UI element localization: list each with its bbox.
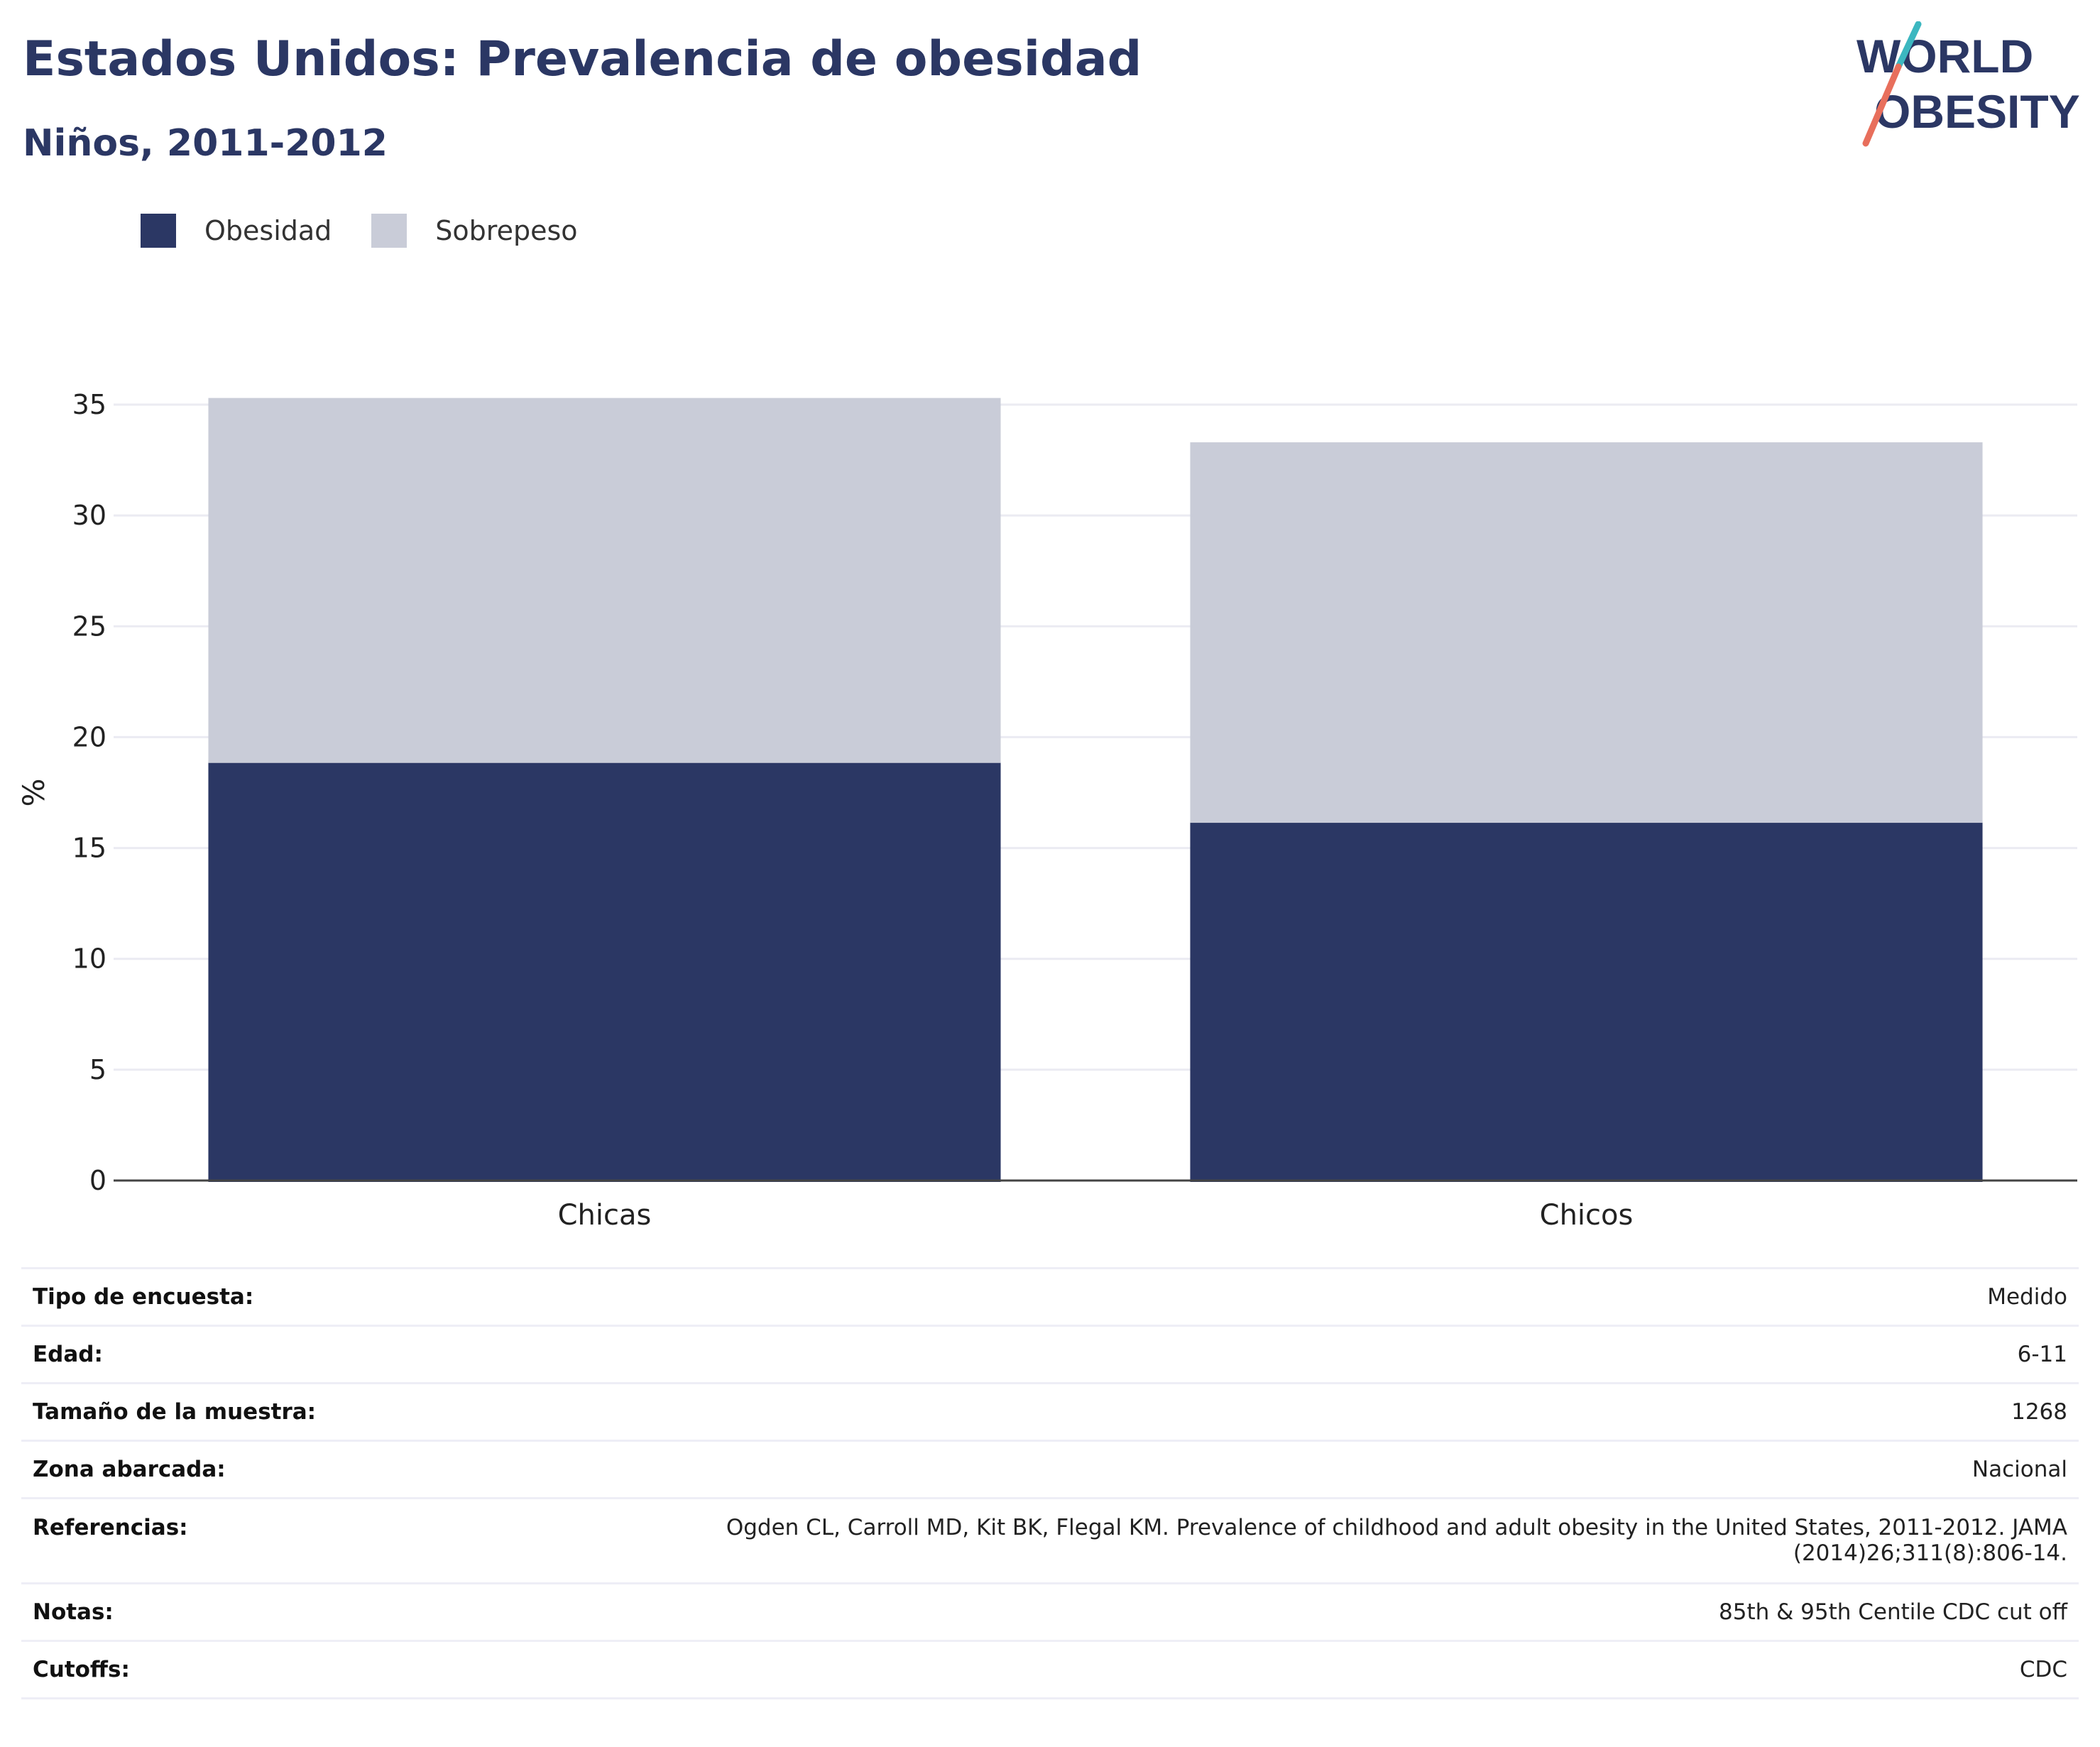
y-tick-label: 10	[72, 943, 106, 975]
bar-obesidad-chicos	[1190, 821, 1983, 1182]
y-tick-label: 5	[89, 1054, 106, 1085]
y-axis-label: %	[16, 779, 51, 807]
y-tick-label: 15	[72, 833, 106, 864]
legend-item-obesidad[interactable]: Obesidad	[141, 214, 332, 248]
bar-sobrepeso-chicas	[208, 398, 1001, 763]
meta-key: Zona abarcada:	[21, 1440, 399, 1499]
meta-row-zona: Zona abarcada: Nacional	[21, 1440, 2079, 1499]
legend-label-obesidad: Obesidad	[204, 215, 332, 246]
bar-obesidad-chicas	[208, 761, 1001, 1182]
meta-row-edad: Edad: 6-11	[21, 1325, 2079, 1384]
meta-key: Tamaño de la muestra:	[21, 1382, 399, 1442]
meta-row-notas: Notas: 85th & 95th Centile CDC cut off	[21, 1582, 2079, 1642]
bar-sobrepeso-chicos	[1190, 442, 1983, 823]
bar-chart: 0 5 10 15 20 25 30 35 Chicas Chicos%	[16, 389, 2077, 1232]
logo-line1: WORLD	[1856, 30, 2033, 82]
reference-line-2: (2014)26;311(8):806-14.	[1793, 1540, 2067, 1566]
meta-row-cutoffs: Cutoffs: CDC	[21, 1640, 2079, 1699]
logo-line2: OBESITY	[1874, 85, 2080, 138]
y-tick-label: 25	[72, 610, 106, 642]
legend-swatch-obesidad	[141, 214, 176, 248]
legend-label-sobrepeso: Sobrepeso	[435, 215, 578, 246]
meta-value: CDC	[398, 1640, 2079, 1699]
meta-value: 1268	[398, 1382, 2079, 1442]
meta-row-muestra: Tamaño de la muestra: 1268	[21, 1382, 2079, 1442]
x-tick-label: Chicas	[558, 1199, 652, 1232]
meta-row-tipo: Tipo de encuesta: Medido	[21, 1267, 2079, 1327]
y-tick-label: 30	[72, 500, 106, 531]
y-tick-label: 0	[89, 1165, 106, 1196]
meta-value: Medido	[398, 1267, 2079, 1327]
meta-key: Edad:	[21, 1325, 399, 1384]
meta-value: Ogden CL, Carroll MD, Kit BK, Flegal KM.…	[398, 1497, 2079, 1584]
legend-swatch-sobrepeso	[371, 214, 408, 248]
meta-key: Cutoffs:	[21, 1640, 399, 1699]
meta-value: 6-11	[398, 1325, 2079, 1384]
chart-subtitle: Niños, 2011-2012	[23, 122, 388, 165]
meta-key: Tipo de encuesta:	[21, 1267, 399, 1327]
legend-item-sobrepeso[interactable]: Sobrepeso	[371, 214, 578, 248]
meta-value: Nacional	[398, 1440, 2079, 1499]
x-tick-label: Chicos	[1540, 1199, 1634, 1232]
meta-key: Referencias:	[21, 1497, 399, 1584]
world-obesity-logo: WORLD OBESITY	[1856, 21, 2080, 147]
y-tick-label: 35	[72, 389, 106, 420]
meta-row-referencias: Referencias: Ogden CL, Carroll MD, Kit B…	[21, 1497, 2079, 1584]
reference-line-1: Ogden CL, Carroll MD, Kit BK, Flegal KM.…	[726, 1515, 2067, 1540]
survey-info-table: Tipo de encuesta: Medido Edad: 6-11 Tama…	[21, 1267, 2079, 1699]
y-tick-label: 20	[72, 721, 106, 752]
meta-value: 85th & 95th Centile CDC cut off	[398, 1582, 2079, 1642]
chart-title: Estados Unidos: Prevalencia de obesidad	[23, 31, 1142, 87]
meta-key: Notas:	[21, 1582, 399, 1642]
chart-legend: Obesidad Sobrepeso	[141, 212, 618, 250]
